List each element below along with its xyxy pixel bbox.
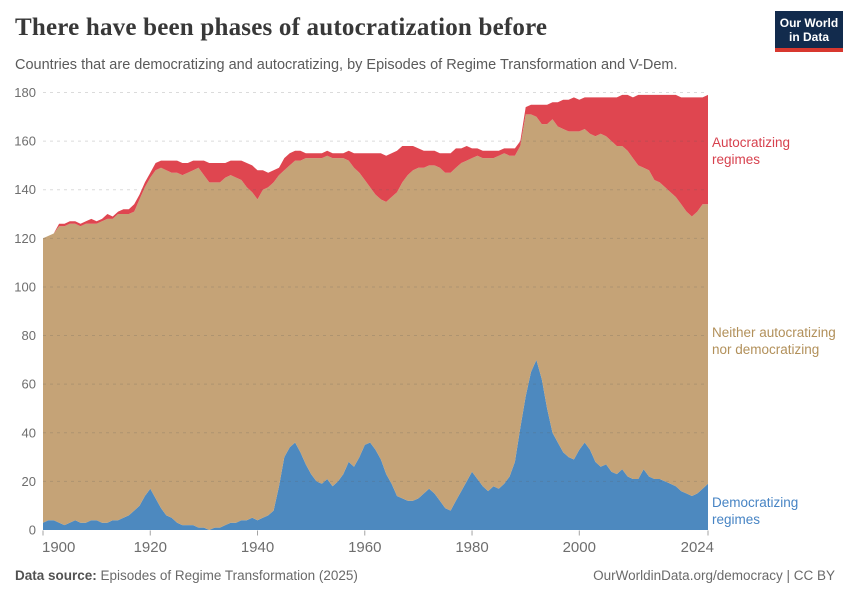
x-axis-label: 2000 <box>563 539 596 556</box>
owid-logo[interactable]: Our World in Data <box>775 11 843 52</box>
y-axis-label: 100 <box>14 279 36 294</box>
logo-red-strip <box>775 48 843 52</box>
area-neither-autocratizing-nor-democratizing[interactable] <box>43 114 708 531</box>
x-axis: 1900 1920 1940 1960 1980 2000 2024 <box>42 530 714 556</box>
footer-source: Data source: Episodes of Regime Transfor… <box>15 568 358 583</box>
x-axis-label: 1920 <box>134 539 167 556</box>
page-subtitle: Countries that are democratizing and aut… <box>15 57 678 73</box>
page-title: There have been phases of autocratizatio… <box>15 14 548 41</box>
x-axis-label: 1940 <box>241 539 274 556</box>
x-axis-label: 1980 <box>455 539 488 556</box>
y-axis-label: 140 <box>14 182 36 197</box>
y-axis-label: 60 <box>22 377 36 392</box>
footer-credit[interactable]: OurWorldinData.org/democracy | CC BY <box>593 568 835 583</box>
y-axis-label: 180 <box>14 85 36 100</box>
y-axis-label: 120 <box>14 231 36 246</box>
x-axis-label: 1900 <box>42 539 75 556</box>
area-autocratizing-regimes[interactable] <box>43 94 708 239</box>
x-axis-label: 2024 <box>681 539 714 556</box>
logo-line-1: Our World <box>779 16 839 30</box>
area-democratizing-regimes[interactable] <box>43 359 708 530</box>
x-axis-label: 1960 <box>348 539 381 556</box>
legend-label-democratizing: Democratizing regimes <box>712 495 799 527</box>
footer-source-value: Episodes of Regime Transformation (2025) <box>96 568 358 583</box>
legend-label-neither: Neither autocratizing nor democratizing <box>712 325 836 357</box>
footer-source-label: Data source: <box>15 568 97 583</box>
y-axis-label: 80 <box>22 328 36 343</box>
y-axis-label: 20 <box>22 474 36 489</box>
logo-line-2: in Data <box>788 30 829 44</box>
y-axis-label: 0 <box>29 523 36 538</box>
y-axis-label: 40 <box>22 425 36 440</box>
areas <box>43 94 708 531</box>
y-axis-label: 160 <box>14 134 36 149</box>
y-axis-labels: 0 20 40 60 80 100 120 140 160 180 <box>14 85 36 538</box>
gridlines <box>43 92 708 482</box>
legend-label-autocratizing: Autocratizing regimes <box>712 135 791 167</box>
